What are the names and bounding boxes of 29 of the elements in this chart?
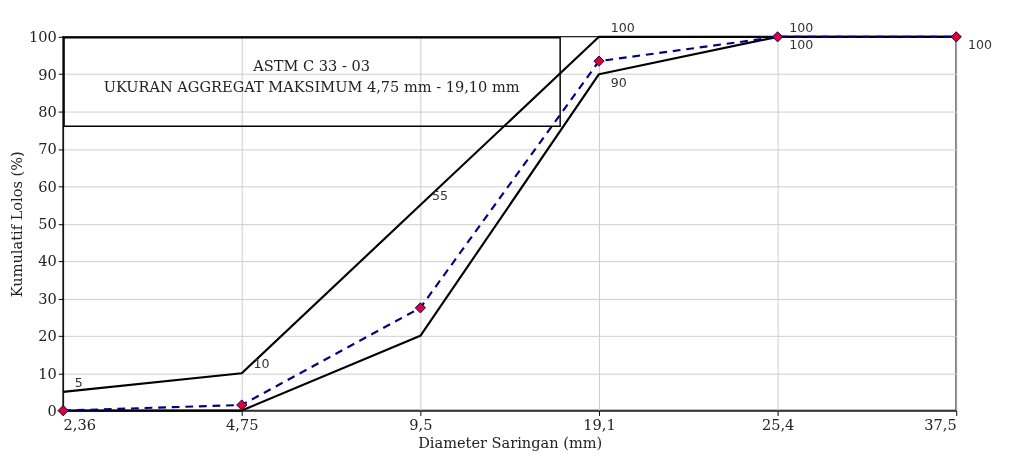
x-tick-label: 9,5 — [409, 415, 433, 433]
annotation: ASTM C 33 - 03 — [252, 56, 370, 74]
y-tick-label: 60 — [38, 177, 57, 195]
y-tick-label: 80 — [38, 102, 57, 120]
y-tick-label: 30 — [38, 289, 57, 307]
data-label: 90 — [610, 74, 627, 90]
y-tick-label: 100 — [29, 28, 57, 46]
y-tick-label: 70 — [38, 140, 57, 158]
x-tick-label: 37,5 — [924, 415, 957, 433]
y-tick-label: 40 — [38, 252, 57, 270]
x-tick-label: 4,75 — [226, 415, 259, 433]
y-axis-title: Kumulatif Lolos (%) — [8, 151, 26, 298]
y-tick-label: 20 — [38, 327, 57, 345]
y-tick-label: 90 — [38, 65, 57, 83]
annotation: UKURAN AGGREGAT MAKSIMUM 4,75 mm - 19,10 mm — [103, 78, 520, 96]
y-tick-label: 0 — [47, 401, 57, 419]
data-label: 100 — [967, 37, 992, 53]
x-tick-label: 25,4 — [761, 415, 795, 433]
x-axis-title: Diameter Saringan (mm) — [418, 433, 603, 451]
x-tick-label: 19,1 — [583, 415, 616, 433]
data-label: 100 — [789, 19, 814, 35]
data-label: 100 — [789, 37, 814, 53]
data-label: 10 — [253, 356, 270, 372]
data-label: 55 — [432, 188, 449, 204]
data-label: 5 — [74, 375, 83, 391]
y-tick-label: 10 — [38, 364, 57, 382]
y-tick-label: 50 — [38, 215, 57, 233]
x-tick-label: 2,36 — [63, 415, 96, 433]
data-label: 100 — [610, 19, 635, 35]
